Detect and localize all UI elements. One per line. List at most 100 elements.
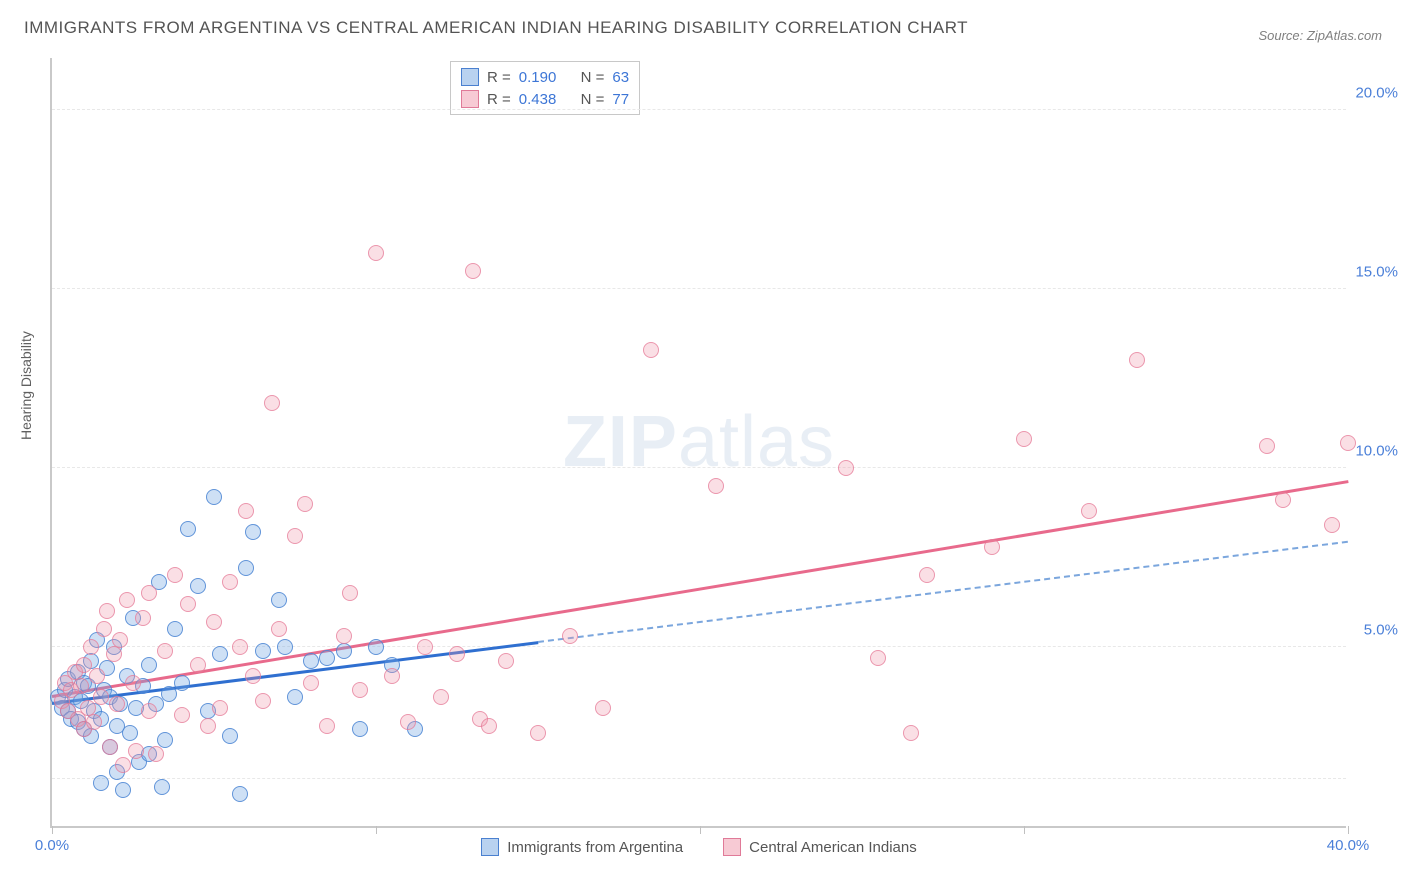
- data-point: [135, 610, 151, 626]
- source-attribution: Source: ZipAtlas.com: [1258, 28, 1382, 43]
- data-point: [125, 675, 141, 691]
- data-point: [157, 643, 173, 659]
- data-point: [109, 696, 125, 712]
- data-point: [206, 614, 222, 630]
- legend-label-1: Immigrants from Argentina: [507, 839, 683, 856]
- stats-row-series2: R = 0.438 N = 77: [461, 88, 629, 110]
- data-point: [174, 675, 190, 691]
- data-point: [93, 775, 109, 791]
- data-point: [277, 639, 293, 655]
- scatter-plot-area: ZIPatlas R = 0.190 N = 63 R = 0.438 N = …: [50, 58, 1346, 828]
- data-point: [287, 689, 303, 705]
- data-point: [115, 782, 131, 798]
- data-point: [319, 650, 335, 666]
- data-point: [838, 460, 854, 476]
- data-point: [368, 245, 384, 261]
- data-point: [342, 585, 358, 601]
- data-point: [562, 628, 578, 644]
- swatch-pink: [461, 90, 479, 108]
- data-point: [122, 725, 138, 741]
- data-point: [336, 643, 352, 659]
- data-point: [1340, 435, 1356, 451]
- data-point: [400, 714, 416, 730]
- gridline-h: [52, 778, 1346, 779]
- data-point: [1129, 352, 1145, 368]
- data-point: [303, 653, 319, 669]
- gridline-h: [52, 288, 1346, 289]
- data-point: [141, 703, 157, 719]
- x-tick: [1348, 826, 1349, 834]
- correlation-stats-box: R = 0.190 N = 63 R = 0.438 N = 77: [450, 61, 640, 115]
- data-point: [984, 539, 1000, 555]
- legend-swatch-blue: [481, 838, 499, 856]
- legend-item-2: Central American Indians: [723, 838, 917, 856]
- data-point: [102, 739, 118, 755]
- swatch-blue: [461, 68, 479, 86]
- data-point: [238, 560, 254, 576]
- trendline: [538, 541, 1348, 643]
- data-point: [336, 628, 352, 644]
- data-point: [161, 686, 177, 702]
- data-point: [73, 678, 89, 694]
- x-tick: [1024, 826, 1025, 834]
- data-point: [1081, 503, 1097, 519]
- data-point: [154, 779, 170, 795]
- data-point: [255, 693, 271, 709]
- data-point: [180, 521, 196, 537]
- data-point: [417, 639, 433, 655]
- n-value-2: 77: [612, 91, 629, 108]
- r-value-2: 0.438: [519, 91, 557, 108]
- data-point: [530, 725, 546, 741]
- data-point: [141, 657, 157, 673]
- data-point: [264, 395, 280, 411]
- stats-row-series1: R = 0.190 N = 63: [461, 66, 629, 88]
- data-point: [255, 643, 271, 659]
- gridline-h: [52, 109, 1346, 110]
- data-point: [297, 496, 313, 512]
- data-point: [352, 682, 368, 698]
- legend-label-2: Central American Indians: [749, 839, 917, 856]
- data-point: [287, 528, 303, 544]
- data-point: [433, 689, 449, 705]
- data-point: [190, 578, 206, 594]
- data-point: [245, 524, 261, 540]
- data-point: [643, 342, 659, 358]
- data-point: [271, 592, 287, 608]
- data-point: [89, 668, 105, 684]
- data-point: [83, 639, 99, 655]
- data-point: [368, 639, 384, 655]
- data-point: [222, 728, 238, 744]
- y-tick-label: 10.0%: [1355, 442, 1398, 459]
- data-point: [148, 746, 164, 762]
- gridline-h: [52, 467, 1346, 468]
- y-tick-label: 5.0%: [1364, 621, 1398, 638]
- watermark-zip: ZIP: [563, 402, 678, 482]
- r-label: R =: [487, 91, 511, 108]
- y-tick-label: 15.0%: [1355, 263, 1398, 280]
- data-point: [595, 700, 611, 716]
- watermark-atlas: atlas: [678, 402, 835, 482]
- data-point: [115, 757, 131, 773]
- data-point: [96, 621, 112, 637]
- data-point: [245, 668, 261, 684]
- data-point: [119, 592, 135, 608]
- r-label: R =: [487, 69, 511, 86]
- data-point: [303, 675, 319, 691]
- n-label: N =: [581, 91, 605, 108]
- data-point: [128, 743, 144, 759]
- chart-title: IMMIGRANTS FROM ARGENTINA VS CENTRAL AME…: [24, 18, 968, 38]
- data-point: [481, 718, 497, 734]
- data-point: [206, 489, 222, 505]
- data-point: [870, 650, 886, 666]
- data-point: [1259, 438, 1275, 454]
- data-point: [222, 574, 238, 590]
- data-point: [174, 707, 190, 723]
- y-tick-label: 20.0%: [1355, 84, 1398, 101]
- legend: Immigrants from Argentina Central Americ…: [52, 838, 1346, 856]
- data-point: [167, 567, 183, 583]
- data-point: [99, 603, 115, 619]
- data-point: [1016, 431, 1032, 447]
- n-value-1: 63: [612, 69, 629, 86]
- data-point: [112, 632, 128, 648]
- data-point: [106, 646, 122, 662]
